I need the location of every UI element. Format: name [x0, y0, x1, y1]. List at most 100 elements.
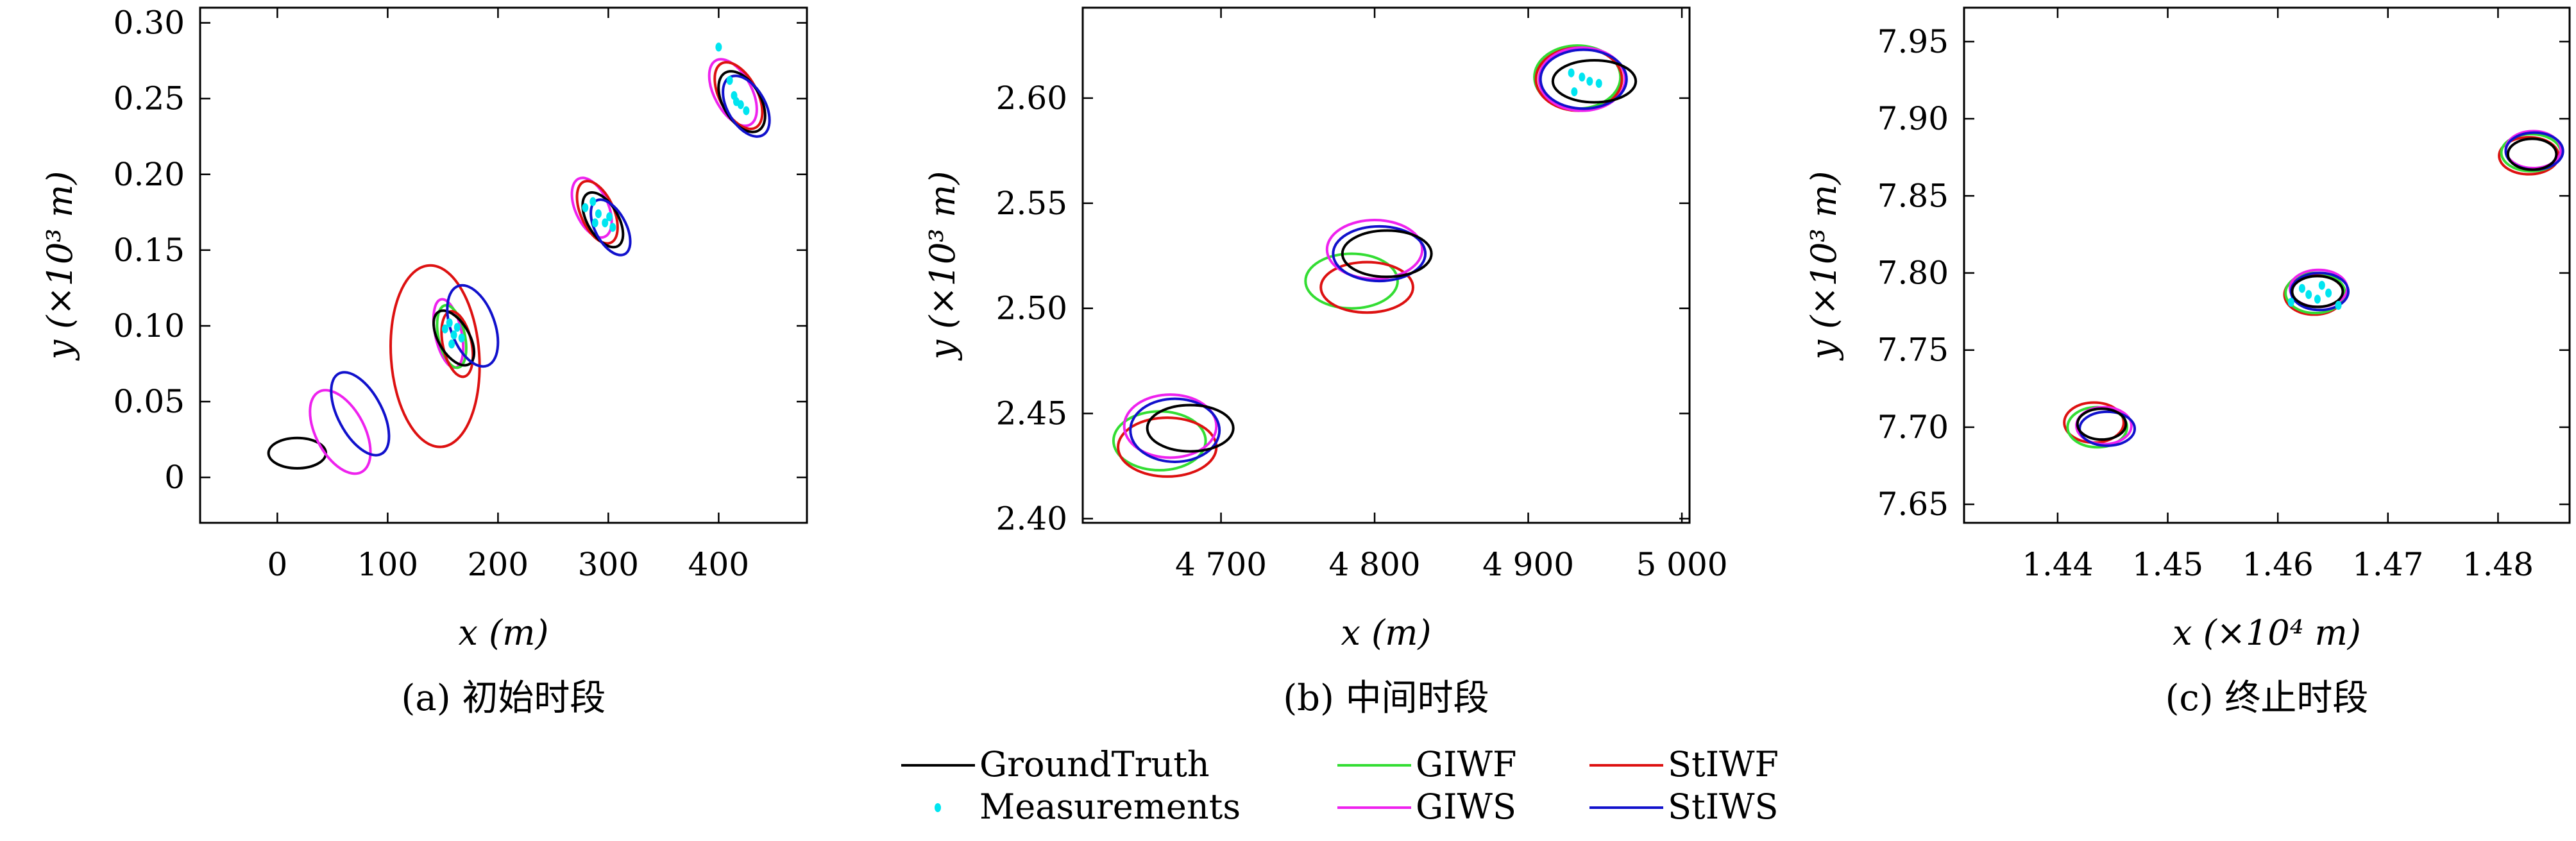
x-axis-label: x (m)	[1341, 613, 1432, 653]
legend-label-stiwf: StIWF	[1668, 744, 1779, 785]
measurement-point	[1568, 68, 1575, 78]
x-tick-label: 4 900	[1482, 546, 1574, 583]
x-tick-label: 400	[688, 546, 749, 583]
y-tick-label: 2.55	[996, 185, 1067, 222]
legend-item-measurements: Measurements	[935, 786, 1241, 827]
measurement-point	[1595, 78, 1602, 88]
measurement-point	[2305, 290, 2312, 300]
legend-label-groundtruth: GroundTruth	[979, 744, 1210, 785]
legend-swatch-measurements	[935, 803, 941, 812]
measurement-point	[458, 333, 465, 343]
y-tick-label: 0.15	[114, 232, 185, 269]
measurement-point	[582, 203, 589, 212]
chart-panel-1: 0 100 200 300 400 0 0.05 0.10 0.15 0.20 0.25 0.30 x …	[40, 4, 808, 719]
y-tick-label: 2.60	[996, 80, 1067, 117]
y-tick-label: 7.75	[1877, 332, 1949, 369]
x-tick-label: 1.46	[2242, 546, 2313, 583]
y-tick-label: 0.05	[114, 383, 185, 420]
ellipse-groundtruth	[2076, 407, 2128, 441]
y-tick-label: 7.65	[1877, 486, 1949, 523]
x-tick-label: 4 800	[1328, 546, 1420, 583]
x-tick-label: 1.44	[2022, 546, 2093, 583]
ellipse-groundtruth	[581, 191, 625, 249]
y-tick-label: 2.40	[996, 500, 1067, 537]
ellipse-groundtruth	[1341, 229, 1433, 278]
ellipse-stiws	[1539, 48, 1628, 110]
y-tick-label: 7.85	[1877, 177, 1949, 214]
plot-area	[267, 42, 771, 475]
ellipse-groundtruth	[2291, 275, 2344, 309]
x-axis-label: x (m)	[459, 613, 549, 653]
x-tick-label: 5 000	[1636, 546, 1727, 583]
y-tick-label: 0.30	[114, 4, 185, 42]
y-tick-label: 7.70	[1877, 409, 1949, 446]
y-tick-label: 0.20	[114, 156, 185, 193]
measurement-point	[589, 197, 597, 207]
legend-label-stiws: StIWS	[1668, 786, 1779, 827]
y-tick-label: 0.10	[114, 307, 185, 344]
chart-panel-2: 4 700 4 800 4 900 5 000 2.40 2.45 2.50 2.55 2.60…	[922, 6, 1728, 719]
measurement-point	[2318, 280, 2325, 290]
measurement-point	[2287, 298, 2294, 307]
y-tick-label: 7.90	[1877, 100, 1949, 137]
plot-frame	[199, 6, 808, 524]
measurement-point	[715, 42, 722, 52]
legend-label-measurements: Measurements	[979, 786, 1241, 827]
y-axis-label: y (×10³ m)	[922, 171, 963, 361]
chart-panel-3: 1.44 1.45 1.46 1.47 1.48 7.65 7.70 7.75 7.80 7.85…	[1804, 6, 2571, 719]
ellipse-giws	[309, 389, 372, 475]
x-axis-label: x (×10⁴ m)	[2173, 613, 2361, 653]
x-tick-label: 300	[578, 546, 639, 583]
panels: 0 100 200 300 400 0 0.05 0.10 0.15 0.20 0.25 0.30 x …	[40, 4, 2571, 719]
y-tick-label: 0	[164, 459, 185, 496]
plot-area	[2063, 130, 2564, 449]
ellipse-giws	[708, 58, 758, 128]
legend-item-giwf: GIWF	[1337, 744, 1516, 785]
x-tick-label: 200	[468, 546, 529, 583]
legend-label-giws: GIWS	[1416, 786, 1516, 827]
ellipse-groundtruth	[1146, 404, 1235, 453]
measurement-point	[2314, 294, 2321, 304]
measurement-point	[1586, 76, 1593, 86]
legend-item-stiws: StIWS	[1589, 786, 1779, 827]
x-tick-label: 4 700	[1175, 546, 1267, 583]
x-tick-label: 100	[357, 546, 418, 583]
ellipse-giwf	[436, 303, 468, 370]
y-tick-label: 0.25	[114, 80, 185, 117]
ellipse-stiws	[589, 198, 632, 257]
ellipse-giwf	[1304, 252, 1399, 310]
ellipse-groundtruth	[2506, 137, 2558, 171]
measurement-point	[726, 76, 733, 85]
ellipse-groundtruth	[432, 309, 476, 367]
measurement-point	[602, 218, 609, 228]
panel-caption: (c) 终止时段	[2165, 677, 2369, 719]
y-tick-label: 7.80	[1877, 255, 1949, 292]
y-axis-label: y (×10³ m)	[1804, 171, 1844, 361]
ellipse-stiws	[330, 371, 391, 457]
plot-frame	[1963, 6, 2571, 524]
x-tick-label: 1.45	[2132, 546, 2203, 583]
plot-frame	[1081, 6, 1691, 524]
legend-item-groundtruth: GroundTruth	[901, 744, 1210, 785]
measurement-point	[441, 324, 448, 334]
panel-caption: (a) 初始时段	[402, 677, 606, 719]
measurement-point	[743, 106, 750, 115]
measurement-point	[595, 209, 602, 219]
measurement-point	[609, 223, 616, 232]
ellipse-giws	[1325, 219, 1424, 280]
y-tick-label: 2.50	[996, 290, 1067, 327]
measurement-point	[1571, 87, 1578, 97]
legend-item-giws: GIWS	[1337, 786, 1516, 827]
y-axis-label: y (×10³ m)	[40, 171, 80, 361]
ellipse-stiwf	[1319, 260, 1414, 314]
measurement-point	[1579, 72, 1586, 82]
measurement-point	[591, 218, 598, 228]
measurement-point	[446, 318, 453, 328]
x-tick-label: 1.48	[2462, 546, 2534, 583]
measurement-point	[2335, 301, 2342, 310]
x-tick-label: 1.47	[2352, 546, 2423, 583]
x-tick-label: 0	[267, 546, 287, 583]
y-tick-label: 7.95	[1877, 23, 1949, 60]
measurement-point	[450, 330, 457, 340]
